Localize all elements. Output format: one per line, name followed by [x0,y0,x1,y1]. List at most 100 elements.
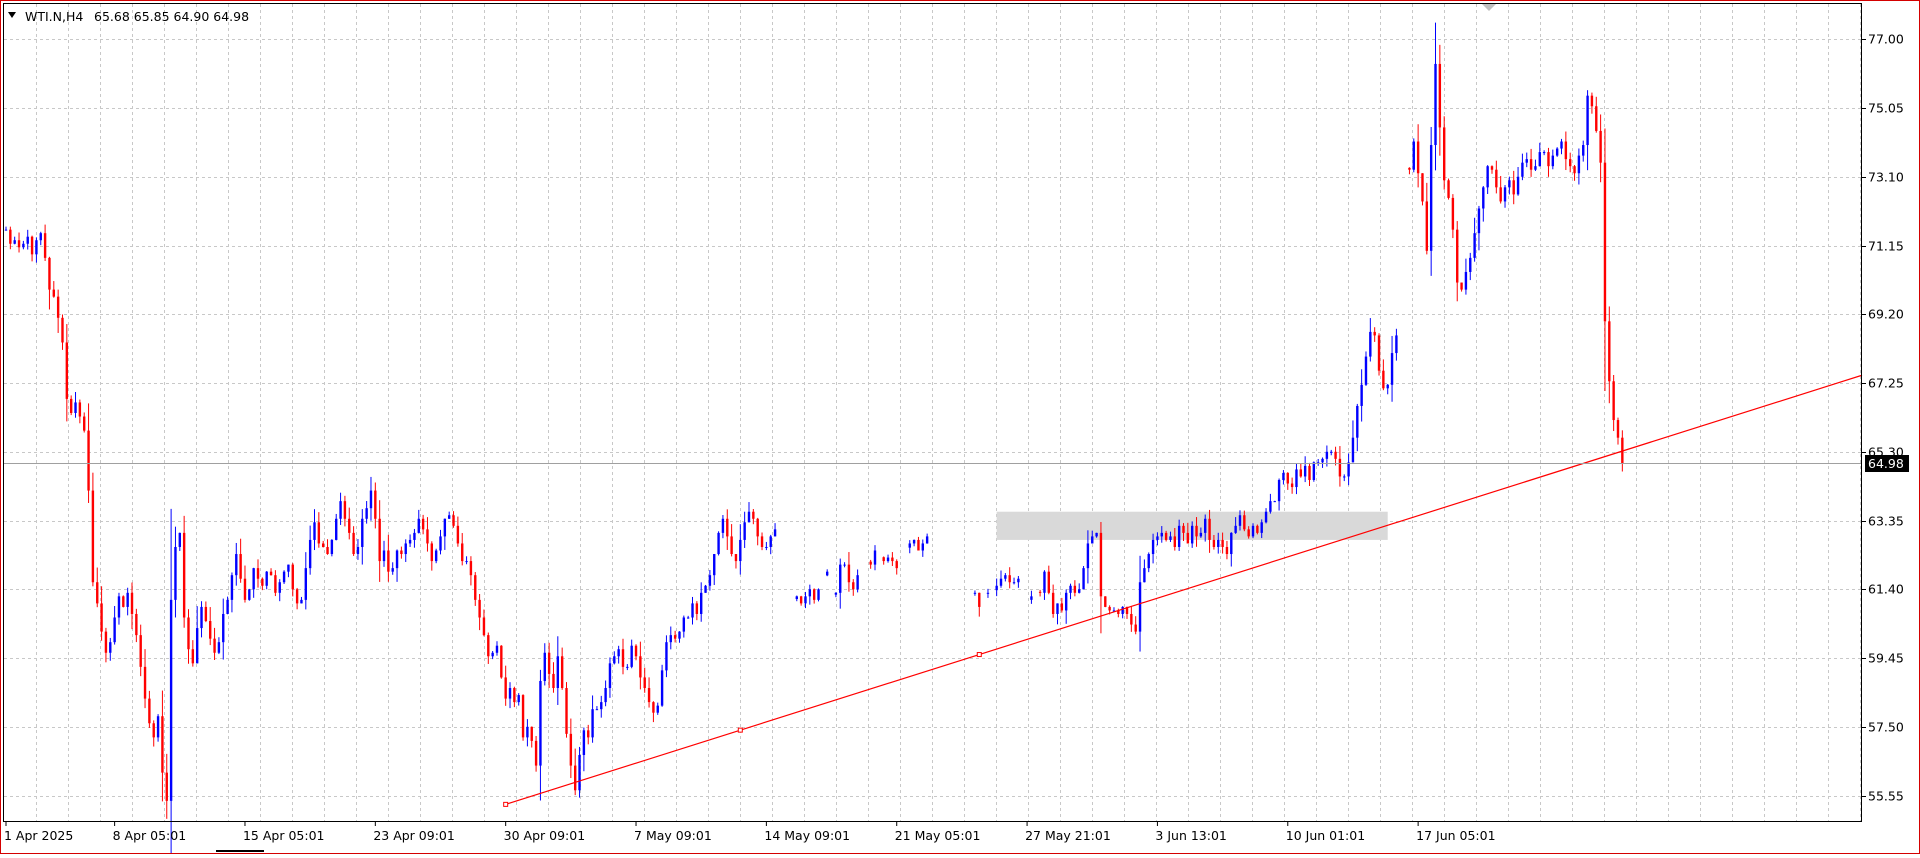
candle [647,677,651,708]
candle [252,567,255,598]
candle [1086,530,1090,584]
candle [1121,606,1124,619]
candle [552,662,555,693]
candle [630,639,633,669]
candle [1173,527,1177,551]
candle [500,645,503,679]
current-price-tag: 64.98 [1865,455,1909,472]
candle [682,615,686,638]
y-tick-label: 59.45 [1868,651,1904,666]
dropdown-triangle-icon[interactable] [8,12,16,18]
candle [986,588,990,598]
candle [1308,462,1311,486]
chart-header: WTI.N,H4 65.68 65.85 64.90 64.98 [8,9,249,24]
x-tick-label: 21 May 05:01 [895,828,981,843]
trendline-anchor-handle[interactable] [737,727,743,733]
candle [182,515,186,628]
candle [1143,559,1146,583]
candle [361,509,364,565]
candle [517,693,520,706]
candle [404,539,407,562]
candle [1477,205,1481,251]
candle [1277,478,1281,511]
candle [1595,96,1598,133]
y-tick-label: 63.35 [1868,514,1904,529]
candle [769,534,772,555]
candle [1104,596,1107,608]
candle [673,630,677,643]
trendline-anchor-handle[interactable] [503,801,509,807]
candle [13,236,16,245]
candle [1290,477,1294,494]
trendline[interactable] [505,374,1863,805]
candle [278,579,281,602]
candle [1573,165,1576,181]
candle [847,552,851,592]
candle [773,523,777,537]
candle [1555,147,1559,157]
candle [665,635,668,678]
candle [765,541,768,551]
trendline-layer[interactable] [503,374,1863,807]
candle [1495,160,1498,194]
candle [569,718,573,779]
candle [26,229,29,250]
candle [595,706,599,711]
candle [1608,306,1611,404]
candle [387,534,390,582]
candle [1256,524,1259,535]
candle [265,571,268,590]
candle [165,753,168,819]
candle [1156,532,1159,546]
candle [543,643,546,686]
candle [400,546,403,559]
trendline-anchor-handle[interactable] [976,652,982,658]
candle [300,596,303,604]
ohlc-values: 65.68 65.85 64.90 64.98 [94,9,249,24]
candle [1599,114,1602,183]
x-tick-label: 14 May 09:01 [764,828,850,843]
candle [169,508,173,858]
candle [660,664,664,707]
candle [1390,335,1394,402]
candle [1442,116,1446,190]
candle [717,531,720,556]
y-tick-label: 77.00 [1868,32,1904,47]
candle [30,235,34,262]
candle [195,606,199,664]
candle [1186,522,1190,544]
candle [504,665,507,706]
candle [1438,44,1442,156]
candle [35,237,38,263]
candle [1503,185,1507,208]
candle [48,256,51,310]
candle [1264,508,1268,524]
candle [226,596,229,615]
candle [1377,333,1381,376]
candle [669,626,672,650]
candle [1416,124,1420,188]
candle [9,226,12,250]
candle [313,509,316,551]
candle [852,579,855,596]
candle [1078,583,1081,594]
candle [282,570,286,584]
candle [1434,22,1437,171]
candle [912,539,916,547]
candle [1512,170,1515,205]
candle [269,568,273,576]
candle [973,590,977,596]
candle [74,391,77,418]
candle [187,609,190,664]
candle [161,690,164,802]
candle [1299,463,1303,478]
candle [204,601,208,623]
candle [78,399,82,424]
candle [352,526,355,556]
scroll-marker-icon[interactable] [1482,4,1496,11]
candle [508,682,512,709]
candle [109,637,112,661]
candle [1303,456,1307,483]
